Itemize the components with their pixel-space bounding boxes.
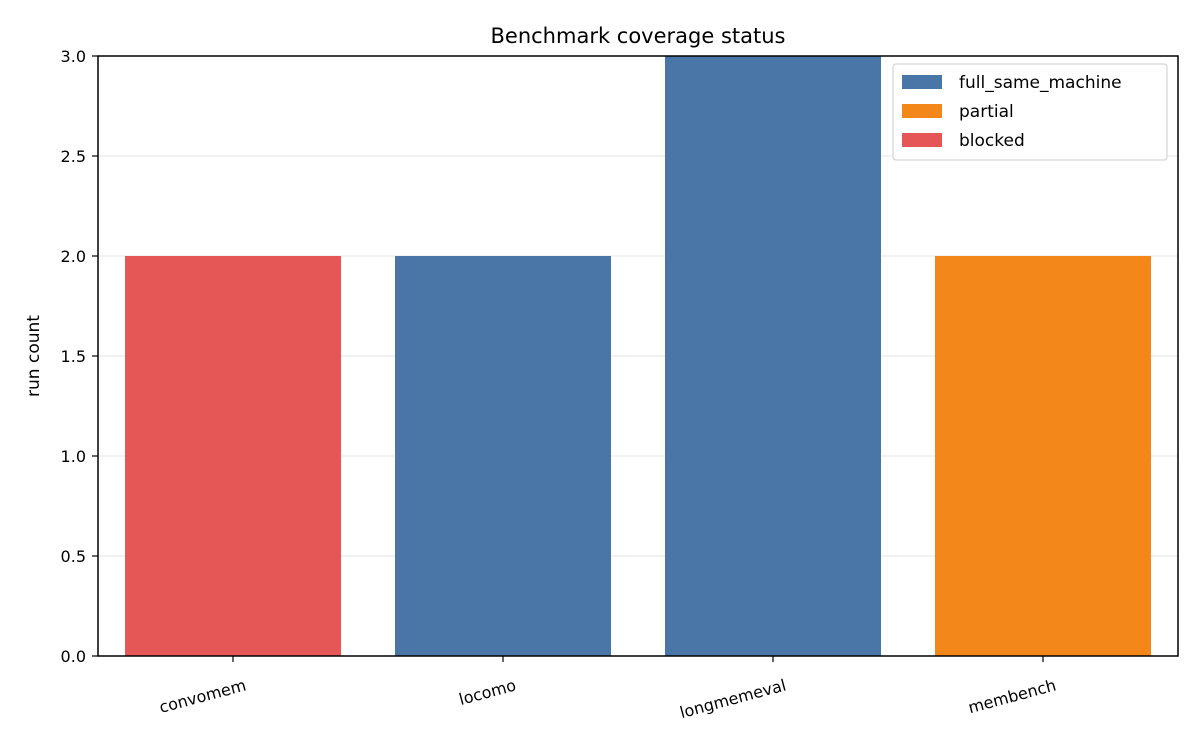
legend-label: full_same_machine — [959, 73, 1122, 93]
bar-longmemeval — [665, 56, 881, 656]
legend-swatch-blocked — [902, 133, 942, 147]
y-tick-label: 0.5 — [61, 547, 86, 566]
y-tick-label: 2.5 — [61, 147, 86, 166]
bar-locomo — [395, 256, 611, 656]
chart-title: Benchmark coverage status — [491, 24, 786, 48]
y-axis-label: run count — [24, 315, 44, 397]
y-tick-label: 1.5 — [61, 347, 86, 366]
y-axis-ticks: 0.0 0.5 1.0 1.5 2.0 2.5 3.0 — [61, 47, 98, 666]
y-tick-label: 1.0 — [61, 447, 86, 466]
y-tick-label: 2.0 — [61, 247, 86, 266]
bar-convomem — [125, 256, 341, 656]
y-tick-label: 0.0 — [61, 647, 86, 666]
legend-swatch-partial — [902, 104, 942, 118]
legend-box — [892, 63, 1168, 161]
legend-label: partial — [959, 102, 1014, 122]
bar-membench — [935, 256, 1151, 656]
y-tick-label: 3.0 — [61, 47, 86, 66]
bars — [125, 56, 1151, 656]
legend-label: blocked — [959, 131, 1025, 151]
legend-swatch-full_same_machine — [902, 75, 942, 89]
